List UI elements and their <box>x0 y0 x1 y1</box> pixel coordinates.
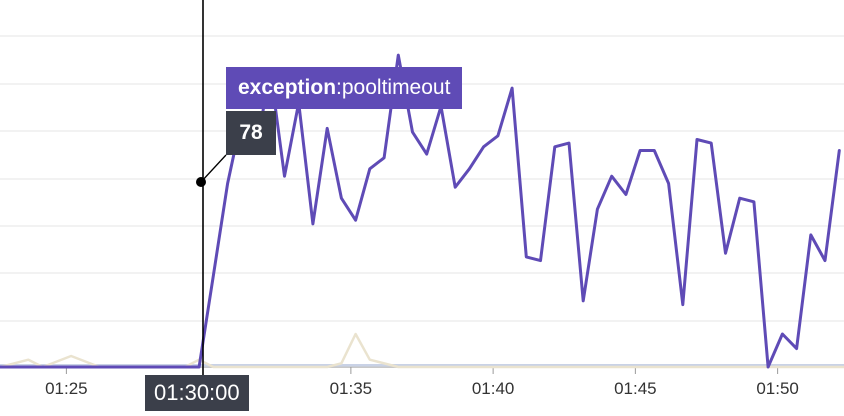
x-tick-label: 01:35 <box>330 379 373 398</box>
x-tick-label: 01:50 <box>756 379 799 398</box>
hover-series-suffix: :pooltimeout <box>336 76 451 99</box>
x-tick-label: 01:25 <box>45 379 88 398</box>
grid-lines <box>0 35 844 322</box>
hover-leader-line <box>200 154 227 183</box>
hover-point <box>196 177 206 187</box>
x-axis-ticks: 01:25 01:35 01:40 01:45 01:50 <box>45 367 799 398</box>
hover-series-prefix: exception <box>238 76 337 99</box>
series-line-2 <box>0 332 844 369</box>
x-tick-label: 01:45 <box>614 379 657 398</box>
hover-time-label: 01:30:00 <box>145 375 249 411</box>
series-line-pooltimeout <box>0 53 841 369</box>
series-layer <box>0 53 844 369</box>
x-tick-label: 01:40 <box>472 379 515 398</box>
hover-series-tag: exception:pooltimeout <box>226 67 463 109</box>
hover-value-tag: 78 <box>226 111 276 155</box>
